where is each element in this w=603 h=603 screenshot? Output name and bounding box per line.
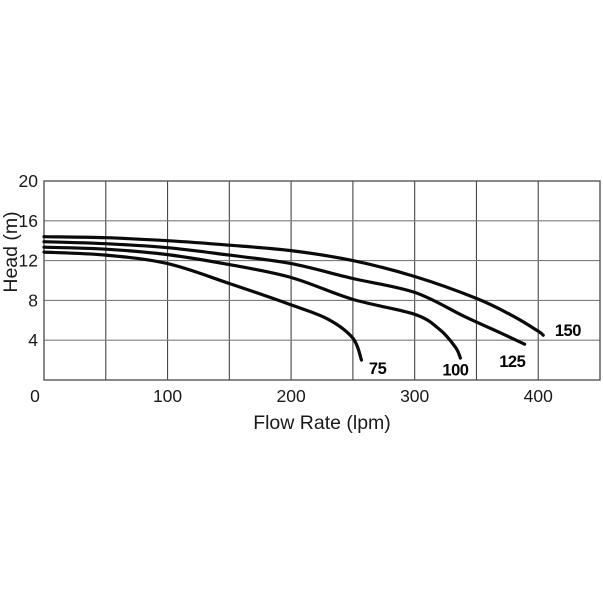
pump-curves bbox=[42, 235, 545, 362]
pump-curve-100 bbox=[42, 245, 462, 360]
x-tick-label: 100 bbox=[153, 386, 182, 406]
y-axis-title: Head (m) bbox=[0, 211, 22, 292]
x-tick-label: 200 bbox=[277, 386, 306, 406]
grid-lines bbox=[44, 181, 600, 380]
curve-label-125: 125 bbox=[499, 353, 525, 371]
curve-label-100: 100 bbox=[442, 362, 468, 380]
y-tick-label: 12 bbox=[19, 251, 38, 271]
y-tick-label: 4 bbox=[28, 330, 38, 350]
curve-label-75: 75 bbox=[369, 360, 387, 378]
x-tick-label: 0 bbox=[30, 386, 40, 406]
y-tick-label: 16 bbox=[19, 211, 38, 231]
pump-curve-75 bbox=[42, 250, 364, 362]
pump-curve-125 bbox=[42, 240, 527, 346]
plot-border bbox=[43, 180, 601, 381]
curve-label-150: 150 bbox=[555, 322, 581, 340]
y-tick-label: 8 bbox=[28, 290, 38, 310]
y-tick-label: 20 bbox=[19, 171, 39, 191]
x-tick-label: 400 bbox=[524, 386, 553, 406]
x-axis-tick-labels: 0 100 200 300 400 bbox=[30, 386, 553, 406]
pump-curve-150 bbox=[42, 235, 545, 337]
y-axis-tick-labels: 20 16 12 8 4 bbox=[19, 171, 39, 350]
x-axis-title: Flow Rate (lpm) bbox=[253, 412, 391, 434]
x-tick-label: 300 bbox=[400, 386, 429, 406]
curve-end-labels: 75 100 125 150 bbox=[369, 322, 582, 380]
